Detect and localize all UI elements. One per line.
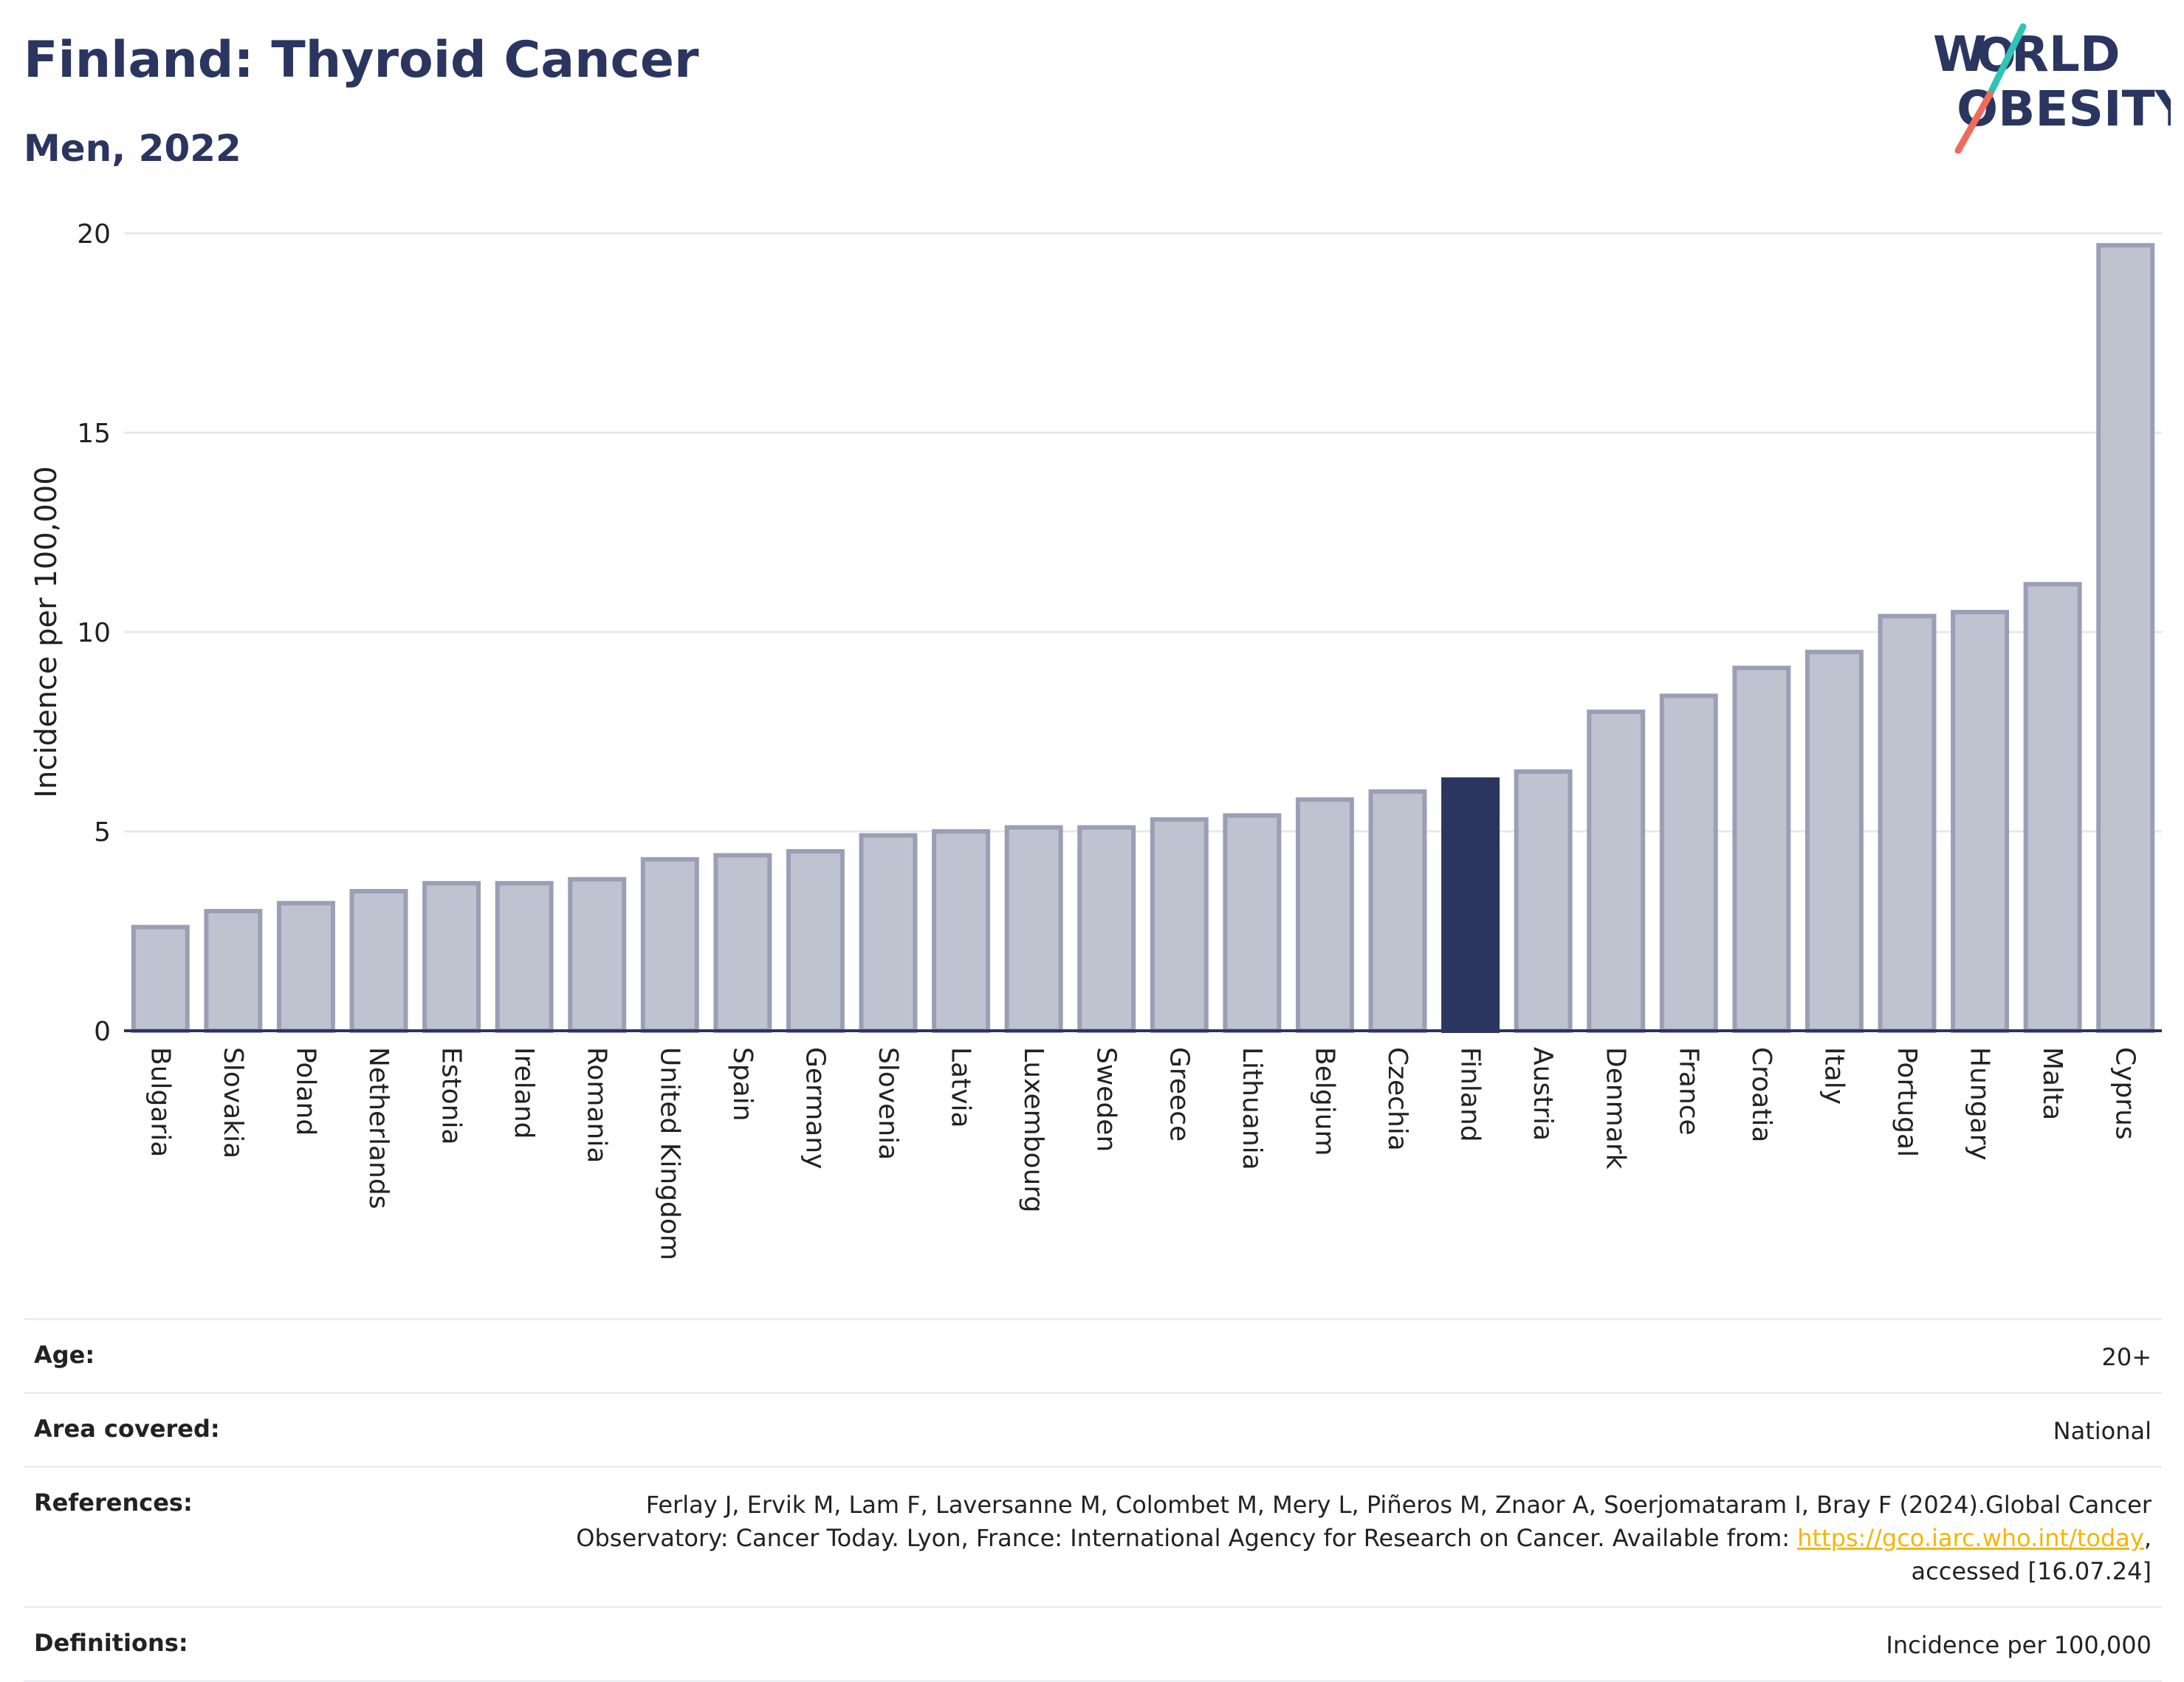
reference-text-3: , xyxy=(2143,1524,2152,1552)
bar-germany xyxy=(786,849,845,1033)
bar-chart: 0 5 10 15 20 Bulgaria Slovakia Poland Netherlan… xyxy=(30,219,2162,1260)
bar-slovenia xyxy=(859,833,918,1034)
bar-lithuania xyxy=(1223,813,1282,1034)
bar-czechia xyxy=(1368,789,1427,1033)
area-label: Area covered: xyxy=(34,1415,220,1443)
x-tick-label: Italy xyxy=(1819,1047,1849,1105)
y-tick-label: 20 xyxy=(77,219,111,250)
bar-bulgaria xyxy=(131,924,190,1033)
x-tick-label: Belgium xyxy=(1309,1047,1339,1156)
x-tick-label: Sweden xyxy=(1091,1047,1122,1152)
x-tick-label: Portugal xyxy=(1892,1047,1922,1157)
info-table: Age: 20+ Area covered: National Referenc… xyxy=(24,1318,2162,1682)
logo-text-rld: RLD xyxy=(2011,26,2121,83)
y-axis-title: Incidence per 100,000 xyxy=(30,466,63,798)
page-subtitle: Men, 2022 xyxy=(24,127,241,170)
bar-spain xyxy=(713,853,772,1034)
x-tick-label: Hungary xyxy=(1965,1047,1995,1161)
x-axis-ticks: Bulgaria Slovakia Poland Netherlands Estonia… xyxy=(145,1047,2140,1260)
reference-link[interactable]: https://gco.iarc.who.int/today xyxy=(1797,1524,2144,1552)
x-tick-label: Netherlands xyxy=(363,1047,394,1209)
references-value: Ferlay J, Ervik M, Lam F, Laversanne M, … xyxy=(576,1489,2152,1588)
x-tick-label: Finland xyxy=(1455,1047,1486,1142)
info-row-area: Area covered: National xyxy=(24,1392,2162,1466)
bar-belgium xyxy=(1295,797,1354,1033)
logo-text-obesity: OBESITY xyxy=(1957,80,2171,137)
bar-romania xyxy=(568,876,627,1033)
x-tick-label: Greece xyxy=(1164,1047,1194,1142)
info-row-age: Age: 20+ xyxy=(24,1318,2162,1392)
definitions-label: Definitions: xyxy=(34,1629,188,1657)
logo-slash-teal xyxy=(1986,23,2027,98)
x-tick-label: Estonia xyxy=(436,1047,467,1145)
x-tick-label: Slovakia xyxy=(218,1047,248,1158)
bar-luxembourg xyxy=(1004,825,1063,1033)
page-title: Finland: Thyroid Cancer xyxy=(24,31,699,89)
y-tick-label: 0 xyxy=(94,1017,111,1047)
reference-text-2: Observatory: Cancer Today. Lyon, France:… xyxy=(576,1524,1798,1552)
x-tick-label: France xyxy=(1673,1047,1703,1136)
bar-malta xyxy=(2023,582,2082,1033)
y-tick-label: 10 xyxy=(77,618,111,648)
definitions-value: Incidence per 100,000 xyxy=(1886,1631,2152,1659)
x-tick-label: Slovenia xyxy=(873,1047,903,1160)
bar-denmark xyxy=(1587,710,1646,1033)
bar-austria xyxy=(1514,769,1573,1033)
x-tick-label: Germany xyxy=(800,1047,830,1169)
reference-text-4: accessed [16.07.24] xyxy=(1911,1557,2152,1585)
x-tick-label: Lithuania xyxy=(1237,1047,1267,1170)
y-tick-label: 15 xyxy=(77,419,111,449)
x-tick-label: Croatia xyxy=(1746,1047,1776,1142)
logo-text-world: W xyxy=(1933,26,1987,83)
bar-italy xyxy=(1804,650,1864,1033)
bar-latvia xyxy=(932,829,991,1033)
x-tick-label: Luxembourg xyxy=(1018,1047,1048,1212)
x-tick-label: Spain xyxy=(727,1047,758,1122)
age-label: Age: xyxy=(34,1341,95,1369)
bars xyxy=(131,243,2155,1034)
x-tick-label: Latvia xyxy=(946,1047,976,1128)
references-label: References: xyxy=(34,1489,193,1517)
world-obesity-logo: W O RLD OBESITY xyxy=(1933,23,2171,154)
bar-poland xyxy=(276,901,335,1034)
area-value: National xyxy=(2053,1417,2152,1445)
x-tick-label: Cyprus xyxy=(2110,1047,2140,1140)
info-row-definitions: Definitions: Incidence per 100,000 xyxy=(24,1606,2162,1682)
bar-hungary xyxy=(1951,610,2010,1033)
x-tick-label: Ireland xyxy=(509,1047,539,1139)
bar-croatia xyxy=(1732,665,1791,1033)
bar-sweden xyxy=(1077,825,1136,1033)
reference-text-1: Ferlay J, Ervik M, Lam F, Laversanne M, … xyxy=(645,1491,2152,1519)
x-tick-label: Czechia xyxy=(1382,1047,1412,1151)
bar-portugal xyxy=(1878,614,1937,1033)
age-value: 20+ xyxy=(2101,1343,2152,1371)
x-tick-label: United Kingdom xyxy=(654,1047,684,1260)
bar-finland xyxy=(1441,777,1500,1033)
x-tick-label: Poland xyxy=(290,1047,320,1136)
logo-slash-coral xyxy=(1954,91,1994,154)
bar-estonia xyxy=(422,881,481,1034)
bar-cyprus xyxy=(2096,243,2155,1034)
bar-united-kingdom xyxy=(640,857,699,1033)
x-tick-label: Denmark xyxy=(1601,1047,1631,1170)
y-axis-ticks: 0 5 10 15 20 xyxy=(77,219,111,1047)
x-tick-label: Romania xyxy=(582,1047,612,1163)
bar-france xyxy=(1659,693,1718,1034)
bar-greece xyxy=(1150,817,1209,1033)
x-tick-label: Malta xyxy=(2037,1047,2067,1120)
info-row-references: References: Ferlay J, Ervik M, Lam F, La… xyxy=(24,1466,2162,1606)
y-tick-label: 5 xyxy=(94,817,111,848)
x-tick-label: Austria xyxy=(1528,1047,1558,1141)
bar-slovakia xyxy=(204,909,263,1033)
bar-ireland xyxy=(495,881,554,1034)
x-tick-label: Bulgaria xyxy=(145,1047,175,1157)
bar-netherlands xyxy=(349,889,408,1033)
